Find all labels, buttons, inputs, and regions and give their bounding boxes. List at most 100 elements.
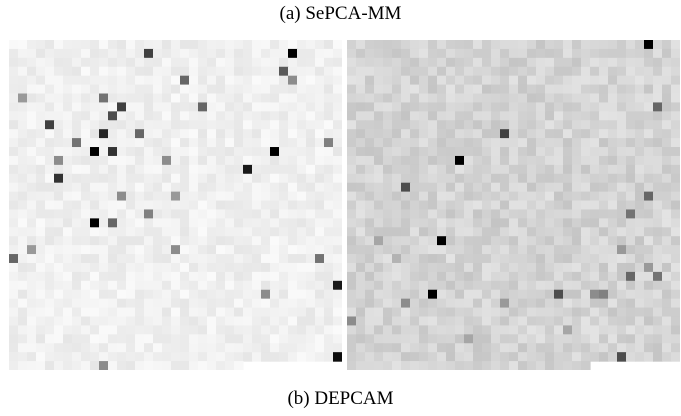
heatmap-cell: [662, 111, 672, 121]
heatmap-cell: [419, 164, 429, 175]
heatmap-cell: [18, 209, 28, 219]
heatmap-cell: [261, 164, 271, 175]
heatmap-cell: [527, 245, 537, 255]
heatmap-cell: [446, 298, 456, 309]
heatmap-cell: [392, 343, 402, 353]
heatmap-cell: [81, 254, 91, 264]
heatmap-cell: [189, 334, 199, 344]
heatmap-cell: [81, 40, 91, 50]
heatmap-cell: [216, 182, 226, 193]
heatmap-cell: [144, 182, 154, 193]
heatmap-cell: [509, 138, 519, 148]
heatmap-cell: [617, 40, 627, 50]
heatmap-cell: [581, 343, 591, 353]
heatmap-cell: [671, 40, 680, 50]
heatmap-cell: [207, 191, 217, 202]
heatmap-cell: [491, 164, 501, 175]
heatmap-cell: [374, 334, 384, 344]
heatmap-cell: [162, 93, 172, 104]
heatmap-cell: [626, 164, 636, 175]
heatmap-cell: [446, 111, 456, 121]
heatmap-cell: [216, 120, 226, 130]
heatmap-cell: [90, 147, 100, 157]
heatmap-cell: [180, 173, 190, 184]
heatmap-cell: [662, 254, 672, 264]
heatmap-cell: [207, 245, 217, 255]
heatmap-cell: [198, 236, 208, 246]
heatmap-cell: [180, 361, 190, 370]
heatmap-cell: [644, 138, 654, 148]
heatmap-cell: [108, 102, 118, 112]
heatmap-cell: [9, 84, 19, 95]
heatmap-cell: [198, 200, 208, 211]
heatmap-cell: [90, 48, 100, 59]
heatmap-cell: [662, 40, 672, 50]
heatmap-cell: [207, 155, 217, 166]
heatmap-cell: [365, 164, 375, 175]
heatmap-cell: [81, 111, 91, 121]
heatmap-cell: [392, 254, 402, 264]
heatmap-cell: [324, 75, 334, 86]
heatmap-cell: [297, 262, 307, 273]
heatmap-cell: [500, 75, 510, 86]
heatmap-cell: [54, 102, 64, 112]
heatmap-cell: [297, 173, 307, 184]
heatmap-cell: [572, 307, 582, 318]
heatmap-cell: [437, 182, 447, 193]
heatmap-cell: [216, 129, 226, 139]
heatmap-cell: [117, 254, 127, 264]
heatmap-cell: [356, 298, 366, 309]
heatmap-cell: [9, 147, 19, 157]
heatmap-cell: [144, 66, 154, 77]
heatmap-cell: [270, 245, 280, 255]
heatmap-cell: [347, 164, 357, 175]
heatmap-cell: [279, 191, 289, 202]
heatmap-cell: [482, 361, 492, 370]
heatmap-cell: [306, 93, 316, 104]
heatmap-cell: [153, 173, 163, 184]
heatmap-cell: [563, 57, 573, 68]
heatmap-cell: [99, 129, 109, 139]
heatmap-cell: [171, 138, 181, 148]
heatmap-cell: [347, 57, 357, 68]
heatmap-cell: [635, 289, 645, 300]
heatmap-cell: [180, 75, 190, 86]
heatmap-cell: [536, 316, 546, 327]
heatmap-cell: [297, 147, 307, 157]
heatmap-cell: [306, 289, 316, 300]
heatmap-cell: [374, 236, 384, 246]
heatmap-cell: [410, 75, 420, 86]
heatmap-cell: [72, 182, 82, 193]
heatmap-cell: [410, 129, 420, 139]
heatmap-cell: [653, 147, 663, 157]
heatmap-cell: [365, 352, 375, 362]
heatmap-cell: [36, 84, 46, 95]
heatmap-cell: [347, 120, 357, 130]
heatmap-cell: [572, 262, 582, 273]
heatmap-cell: [509, 129, 519, 139]
heatmap-cell: [410, 120, 420, 130]
heatmap-cell: [207, 325, 217, 335]
heatmap-cell: [662, 102, 672, 112]
heatmap-cell: [180, 66, 190, 77]
heatmap-cell: [446, 236, 456, 246]
heatmap-cell: [126, 343, 136, 353]
heatmap-cell: [171, 218, 181, 228]
heatmap-cell: [536, 75, 546, 86]
heatmap-cell: [581, 218, 591, 228]
heatmap-cell: [518, 280, 528, 291]
heatmap-cell: [509, 40, 519, 50]
heatmap-cell: [261, 182, 271, 193]
heatmap-cell: [135, 325, 145, 335]
heatmap-cell: [599, 218, 609, 228]
heatmap-cell: [63, 289, 73, 300]
heatmap-cell: [126, 173, 136, 184]
heatmap-cell: [243, 147, 253, 157]
heatmap-cell: [608, 102, 618, 112]
heatmap-cell: [626, 48, 636, 59]
heatmap-cell: [180, 352, 190, 362]
heatmap-cell: [297, 227, 307, 237]
heatmap-cell: [545, 289, 555, 300]
heatmap-cell: [216, 93, 226, 104]
heatmap-cell: [63, 361, 73, 370]
